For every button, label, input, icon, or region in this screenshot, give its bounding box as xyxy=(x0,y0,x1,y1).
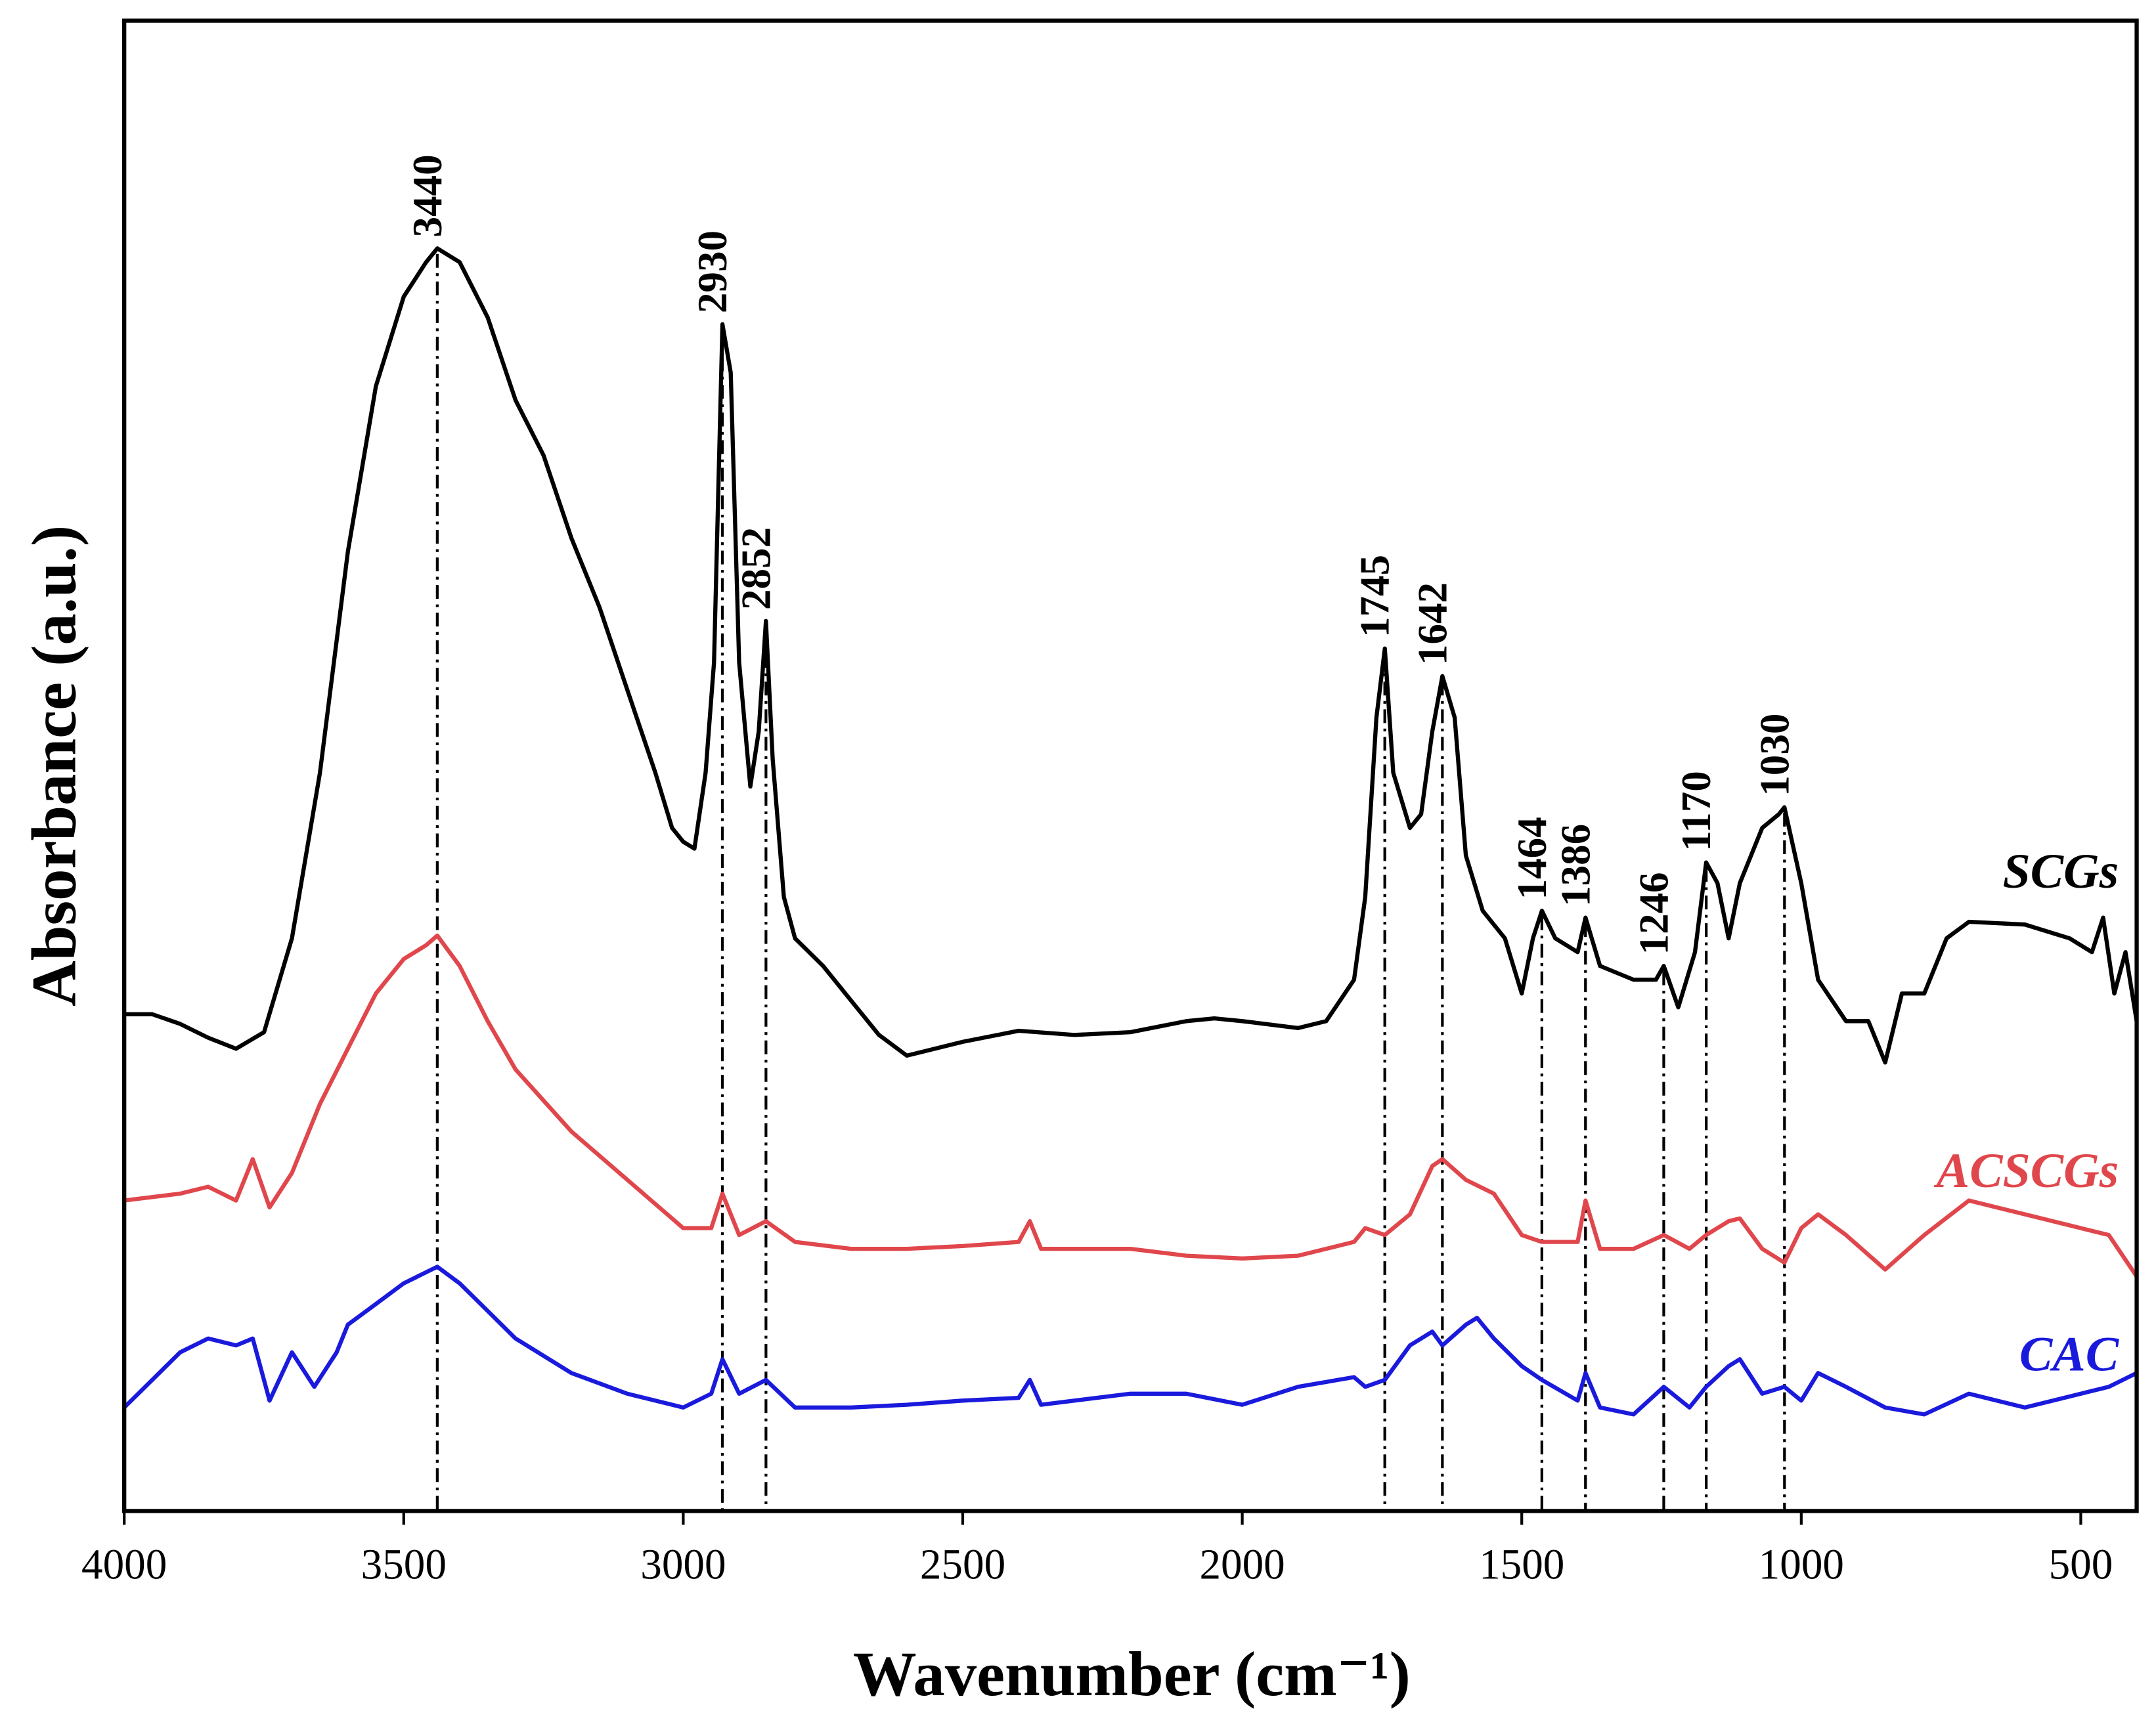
peak-label: 1030 xyxy=(1751,714,1797,796)
peak-label: 1386 xyxy=(1552,824,1598,907)
x-tick-label: 2500 xyxy=(920,1542,1005,1589)
peak-label: 2852 xyxy=(733,527,779,610)
series-label: CAC xyxy=(2019,1328,2120,1382)
peak-label: 2930 xyxy=(690,230,736,313)
series-line xyxy=(122,1265,2138,1417)
series-line xyxy=(123,933,2139,1278)
series-label: SCGs xyxy=(2003,844,2119,899)
peak-label: 1170 xyxy=(1673,771,1719,852)
x-tick-label: 3000 xyxy=(640,1542,726,1589)
plot-frame xyxy=(122,18,2139,1513)
peak-label: 1745 xyxy=(1352,555,1398,638)
series-label: ACSCGs xyxy=(1934,1144,2119,1198)
x-tick-label: 1500 xyxy=(1479,1542,1564,1589)
series-line xyxy=(124,246,2139,1065)
peak-label: 1642 xyxy=(1409,582,1455,665)
x-tick-label: 500 xyxy=(2049,1542,2113,1589)
x-tick-label: 4000 xyxy=(81,1542,167,1589)
y-axis-label: Absorbance (a.u.) xyxy=(19,525,89,1006)
x-axis-label: Wavenumber (cm⁻¹) xyxy=(853,1639,1411,1709)
peak-label: 1246 xyxy=(1631,872,1677,955)
peak-label: 1464 xyxy=(1509,817,1555,899)
peak-label: 3440 xyxy=(405,154,451,237)
x-tick-label: 1000 xyxy=(1759,1542,1844,1589)
x-tick-label: 2000 xyxy=(1199,1542,1285,1589)
x-tick-label: 3500 xyxy=(361,1542,447,1589)
